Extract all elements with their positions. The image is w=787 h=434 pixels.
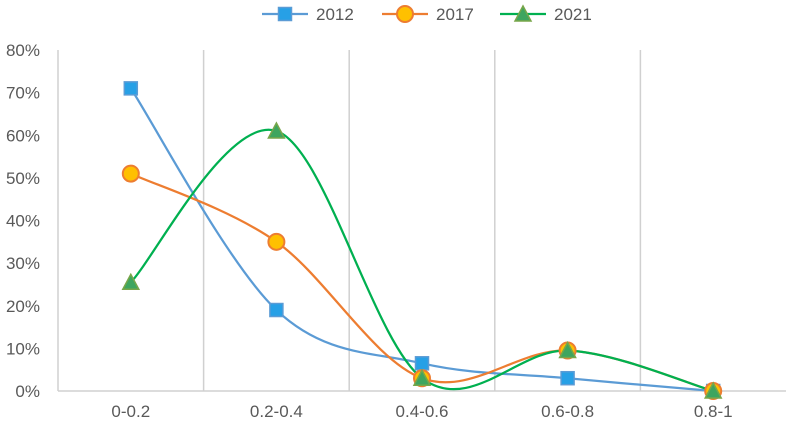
x-tick-label: 0-0.2 [111,402,150,421]
legend-label: 2021 [554,5,592,24]
legend-marker [277,6,293,22]
legend-item-2017: 2017 [382,5,474,24]
legend-marker [396,5,414,23]
y-tick-label: 40% [6,212,40,231]
y-tick-label: 0% [15,382,40,401]
data-point-2012 [123,81,139,96]
axes: 0% 10% 20% 30% 40% 50% 60% 70% 80% 0-0.2 0.2-0.4 0.… [6,41,786,421]
series-group [121,81,723,400]
data-point-2017 [121,164,140,183]
data-point-2021 [121,272,141,291]
grid-lines [202,50,642,391]
y-tick-label: 30% [6,254,40,273]
y-tick-label: 50% [6,169,40,188]
legend-label: 2017 [436,5,474,24]
legend-item-2012: 2012 [262,5,354,24]
legend-item-2021: 2021 [500,4,592,24]
y-tick-label: 10% [6,339,40,358]
data-point-2021 [267,121,286,139]
x-tick-label: 0.4-0.6 [396,402,449,421]
data-point-2021 [703,381,723,399]
legend-label: 2012 [316,5,354,24]
y-tick-label: 60% [6,126,40,145]
x-tick-label: 0.8-1 [694,402,733,421]
x-tick-label: 0.6-0.8 [541,402,594,421]
series-line-2021 [129,128,714,393]
y-tick-label: 70% [6,84,40,103]
series-line-2012 [129,87,714,393]
data-point-2012 [269,302,284,318]
legend: 2012 2017 2021 [262,4,592,24]
data-point-2021 [412,368,432,386]
data-point-2012 [560,370,575,386]
markers-2012 [123,81,721,399]
series-2021 [129,128,714,393]
legend-marker [513,4,533,22]
x-tick-label: 0.2-0.4 [250,402,303,421]
y-tick-label: 20% [6,297,40,316]
series-2012 [129,87,714,393]
data-point-2012 [414,356,430,371]
markers-2021 [121,121,723,399]
data-point-2017 [267,232,286,251]
data-point-2021 [558,340,577,359]
y-tick-label: 80% [6,41,40,60]
